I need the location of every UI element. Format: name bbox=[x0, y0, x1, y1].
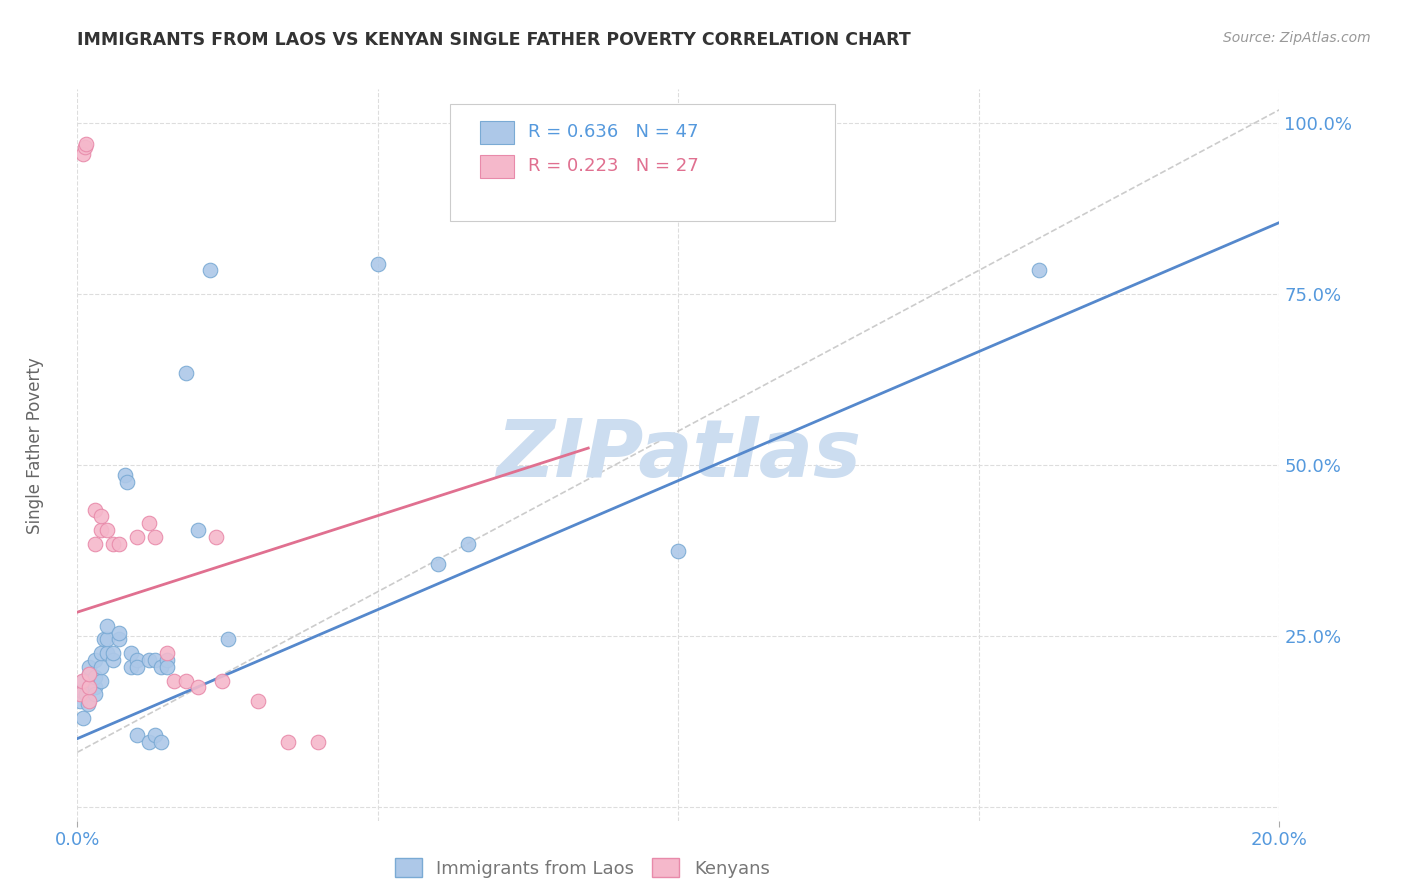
Point bbox=[127, 653, 149, 667]
Text: Source: ZipAtlas.com: Source: ZipAtlas.com bbox=[1223, 31, 1371, 45]
Point bbox=[84, 687, 107, 701]
Point bbox=[108, 632, 131, 647]
Point bbox=[90, 523, 112, 537]
Point bbox=[138, 516, 160, 531]
Text: IMMIGRANTS FROM LAOS VS KENYAN SINGLE FATHER POVERTY CORRELATION CHART: IMMIGRANTS FROM LAOS VS KENYAN SINGLE FA… bbox=[77, 31, 911, 49]
Point bbox=[127, 660, 149, 674]
Point bbox=[145, 653, 167, 667]
Point bbox=[198, 263, 221, 277]
FancyBboxPatch shape bbox=[479, 120, 513, 145]
Point bbox=[69, 694, 91, 708]
Point bbox=[96, 523, 118, 537]
Point bbox=[84, 670, 107, 684]
Point bbox=[72, 147, 94, 161]
Point bbox=[96, 646, 118, 660]
Point bbox=[90, 673, 112, 688]
Point bbox=[307, 735, 329, 749]
Point bbox=[79, 681, 101, 695]
Point bbox=[96, 619, 118, 633]
Point bbox=[162, 673, 184, 688]
Point bbox=[69, 687, 91, 701]
Point bbox=[138, 653, 160, 667]
Point bbox=[96, 632, 118, 647]
Point bbox=[150, 660, 173, 674]
Point bbox=[174, 366, 197, 380]
Point bbox=[217, 632, 239, 647]
Point bbox=[75, 687, 97, 701]
Point bbox=[367, 256, 389, 270]
Point bbox=[457, 537, 479, 551]
Point bbox=[127, 728, 149, 742]
Point bbox=[90, 660, 112, 674]
Text: Single Father Poverty: Single Father Poverty bbox=[27, 358, 44, 534]
Point bbox=[138, 735, 160, 749]
Point bbox=[156, 646, 179, 660]
Point bbox=[103, 537, 125, 551]
Point bbox=[668, 543, 690, 558]
Point bbox=[186, 681, 209, 695]
Point bbox=[75, 136, 97, 151]
Point bbox=[108, 537, 131, 551]
Point bbox=[211, 673, 233, 688]
Point bbox=[150, 735, 173, 749]
FancyBboxPatch shape bbox=[450, 103, 835, 221]
Point bbox=[427, 558, 450, 572]
Point bbox=[84, 502, 107, 516]
Point bbox=[73, 140, 96, 154]
Point bbox=[115, 475, 138, 490]
Point bbox=[174, 673, 197, 688]
Point bbox=[156, 653, 179, 667]
Point bbox=[90, 509, 112, 524]
Point bbox=[103, 646, 125, 660]
Point bbox=[70, 683, 93, 698]
Point bbox=[93, 632, 115, 647]
Point bbox=[145, 728, 167, 742]
Text: ZIPatlas: ZIPatlas bbox=[496, 416, 860, 494]
Point bbox=[103, 653, 125, 667]
Point bbox=[127, 530, 149, 544]
Point bbox=[277, 735, 299, 749]
Point bbox=[120, 646, 142, 660]
Text: R = 0.223   N = 27: R = 0.223 N = 27 bbox=[529, 157, 699, 175]
Point bbox=[114, 468, 136, 483]
Point bbox=[1028, 263, 1050, 277]
Point bbox=[72, 673, 94, 688]
Point bbox=[77, 698, 100, 712]
Legend: Immigrants from Laos, Kenyans: Immigrants from Laos, Kenyans bbox=[388, 851, 778, 885]
Point bbox=[72, 711, 94, 725]
Point bbox=[246, 694, 269, 708]
Point bbox=[79, 666, 101, 681]
Point bbox=[145, 530, 167, 544]
Point bbox=[84, 537, 107, 551]
Point bbox=[120, 660, 142, 674]
Point bbox=[90, 646, 112, 660]
Point bbox=[79, 694, 101, 708]
FancyBboxPatch shape bbox=[479, 155, 513, 178]
Point bbox=[84, 681, 107, 695]
Point bbox=[108, 625, 131, 640]
Point bbox=[70, 673, 93, 688]
Point bbox=[84, 653, 107, 667]
Text: R = 0.636   N = 47: R = 0.636 N = 47 bbox=[529, 122, 699, 141]
Point bbox=[79, 666, 101, 681]
Point bbox=[156, 660, 179, 674]
Point bbox=[186, 523, 209, 537]
Point bbox=[204, 530, 226, 544]
Point bbox=[79, 660, 101, 674]
